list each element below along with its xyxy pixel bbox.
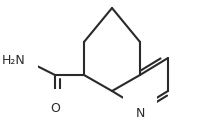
Text: O: O bbox=[50, 102, 60, 115]
Text: H₂N: H₂N bbox=[2, 55, 26, 68]
Text: N: N bbox=[135, 107, 145, 120]
